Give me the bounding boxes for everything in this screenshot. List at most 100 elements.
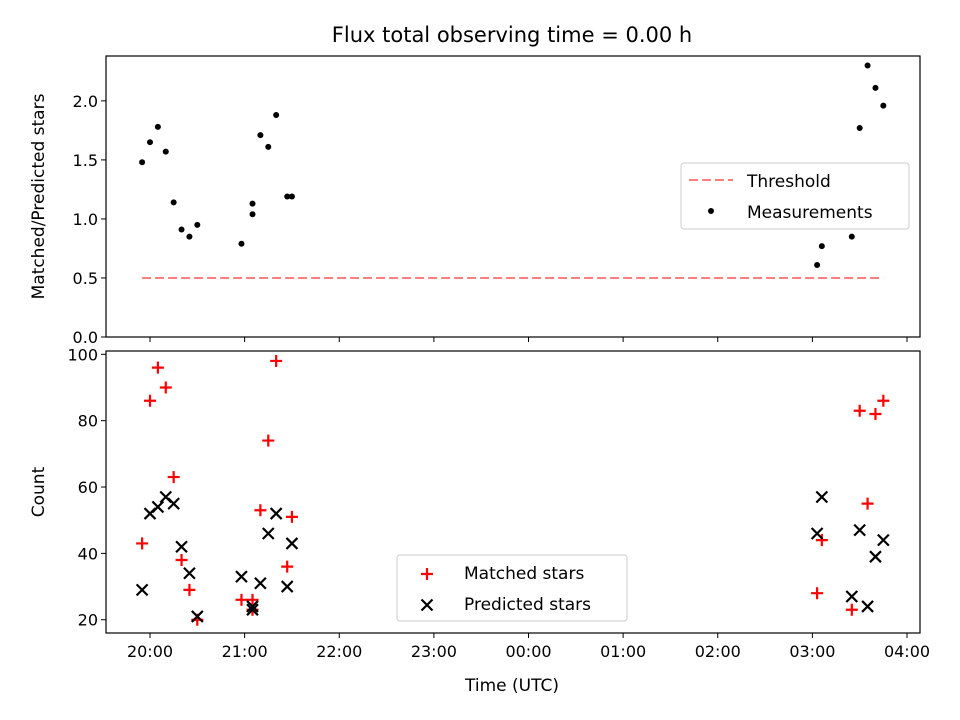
matched-star-marker [175,554,188,567]
predicted-star-marker [246,600,259,613]
x-tick-label: 20:00 [127,642,173,661]
predicted-star-marker [167,497,180,510]
predicted-star-marker [191,610,204,623]
legend-top: Threshold Measurements [680,162,910,230]
measurement-point [154,123,161,130]
legend-predicted-swatch [420,598,434,612]
predicted-star-marker [285,537,299,550]
legend-predicted-label: Predicted stars [464,595,591,615]
matched-star-marker [262,434,275,447]
measurement-point [880,102,887,109]
x-tick-label: 04:00 [884,642,930,661]
y-axis-label: Count [29,466,49,517]
y-tick-label: 40 [78,544,98,563]
measurement-point [288,193,295,200]
legend-frame [396,554,628,622]
measurement-point [818,243,825,250]
y-tick-label: 1.0 [73,210,98,229]
predicted-star-marker [151,500,165,514]
measurement-point [249,211,256,218]
legend-measurements-swatch [708,208,714,214]
x-tick-label: 22:00 [316,642,362,661]
predicted-star-marker [183,567,196,580]
matched-star-marker [254,504,267,517]
matched-star-marker [285,510,298,523]
legend-threshold-label: Threshold [746,172,831,192]
x-tick-label: 03:00 [789,642,835,661]
x-tick-label: 00:00 [505,642,551,661]
predicted-star-marker [246,603,259,617]
measurement-point [257,132,264,139]
matched-star-marker [167,471,180,484]
legend-matched-swatch [421,568,433,580]
predicted-star-marker [861,600,874,613]
measurement-point [139,159,146,166]
x-tick-label: 01:00 [600,642,646,661]
measurement-point [864,62,871,69]
predicted-star-marker [235,570,248,583]
x-axis-label: Time (UTC) [464,676,559,696]
predicted-star-marker [262,527,275,540]
top-panel: 0.0 0.5 1.0 1.5 2.0 Matched/Predicted stars Th… [29,55,921,347]
predicted-star-marker [869,550,882,563]
matched-star-marker [845,603,858,616]
matched-star-marker [281,560,294,573]
matched-star-marker [861,497,874,510]
legend-measurements-label: Measurements [747,203,873,223]
x-tick-label: 02:00 [695,642,741,661]
measurement-point [178,226,185,233]
measurement-point [273,112,280,119]
measurement-point [848,233,855,240]
measurement-point [147,139,153,146]
matched-star-marker [815,534,828,547]
measurement-point [265,143,272,150]
matched-star-marker [183,583,196,596]
y-tick-label: 20 [78,611,98,630]
predicted-star-marker [845,590,859,603]
matched-star-marker [159,381,172,394]
y-tick-label: 0.5 [73,269,98,288]
predicted-star-marker [280,580,294,593]
measurement-point [194,221,201,228]
measurement-point [814,261,821,268]
matched-star-marker [235,593,248,606]
predicted-star-marker [815,490,829,504]
y-tick-label: 80 [78,412,98,431]
predicted-star-marker [254,576,267,590]
bottom-panel: 20 40 60 80 100 20:00 21:00 22:00 23:00 00:00 01:0… [29,345,930,696]
legend-frame [680,162,910,230]
predicted-star-marker [135,583,149,597]
chart-title: Flux total observing time = 0.00 h [332,23,692,47]
matched-star-marker [811,587,824,600]
y-tick-label: 1.5 [73,151,98,170]
matched-star-marker [877,394,890,407]
y-tick-label: 2.0 [73,92,98,111]
matched-star-marker [144,394,156,407]
legend-matched-label: Matched stars [464,564,584,584]
x-tick-label: 23:00 [411,642,457,661]
y-axis-label: Matched/Predicted stars [29,93,49,299]
y-tick-label: 60 [78,478,98,497]
measurement-point [284,193,291,200]
matched-star-marker [270,354,283,367]
matched-star-marker [869,408,882,421]
x-tick-label: 21:00 [222,642,268,661]
predicted-star-marker [810,527,824,540]
measurement-point [186,233,193,240]
matched-star-marker [853,404,866,417]
measurement-point [872,84,879,91]
predicted-star-marker [877,533,890,547]
y-tick-label: 100 [67,345,98,364]
matched-star-marker [151,361,164,374]
predicted-star-marker [269,507,283,520]
predicted-star-marker [175,540,188,554]
measurement-point [162,148,169,155]
measurement-point [249,200,256,207]
predicted-star-marker [853,523,866,537]
measurement-point [238,240,245,247]
measurement-point [170,199,177,206]
measurement-point [856,125,863,132]
plot-frame [105,55,921,338]
legend-bottom: Matched stars Predicted stars [396,554,628,622]
